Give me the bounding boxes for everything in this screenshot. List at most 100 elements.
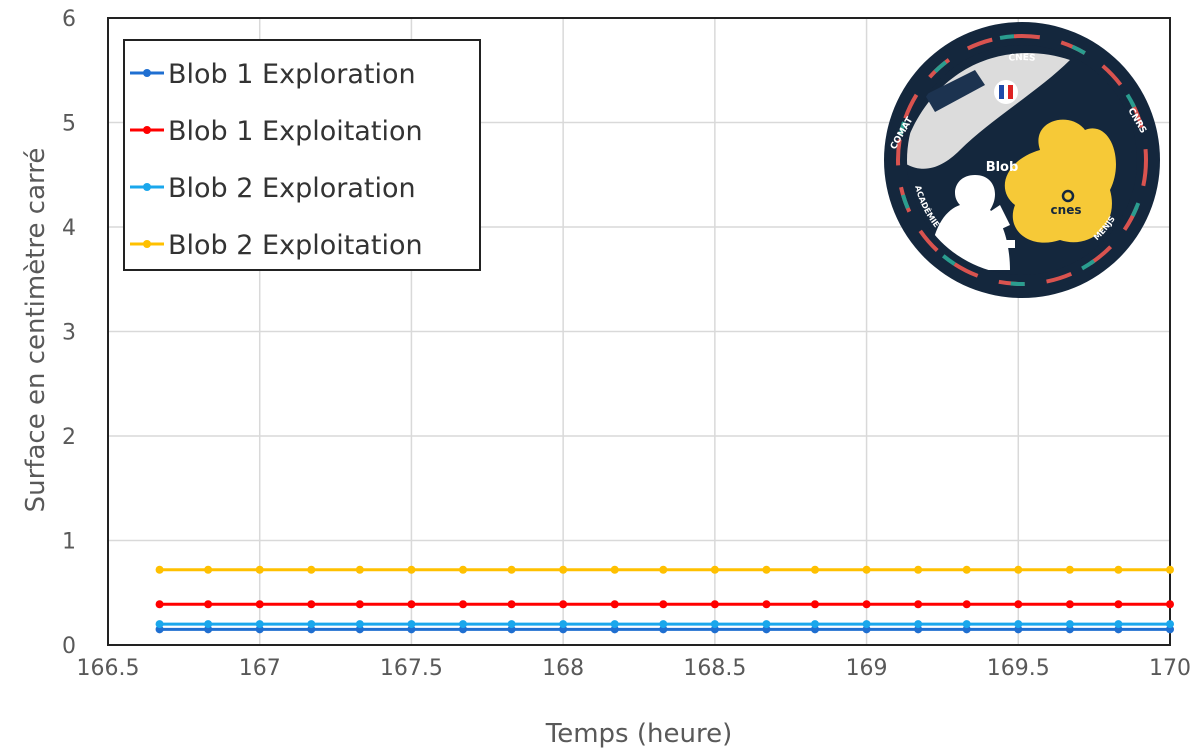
data-point [255, 600, 264, 609]
x-tick-label: 169.5 [987, 656, 1050, 681]
data-point [659, 565, 668, 574]
data-point [610, 565, 619, 574]
legend-box [123, 39, 481, 271]
data-point [610, 620, 619, 629]
legend-swatch-marker [143, 69, 151, 77]
data-point [204, 600, 213, 609]
legend-item: Blob 2 Exploration [130, 173, 416, 204]
patch-space-station [925, 70, 985, 112]
data-point [1014, 620, 1023, 629]
series-blob-2-exploitation [155, 565, 1174, 574]
x-tick-label: 167 [239, 656, 281, 681]
y-tick-label: 1 [62, 530, 76, 555]
patch-flag-blue [999, 85, 1004, 99]
data-point [1166, 620, 1174, 629]
patch-top-text: CNES [1008, 53, 1036, 64]
data-point [862, 620, 871, 629]
patch-logo-text: cnes [1051, 203, 1082, 217]
data-point [507, 565, 516, 574]
patch-blob-shape [1004, 119, 1116, 243]
y-tick-label: 4 [62, 216, 76, 241]
data-point [559, 620, 568, 629]
data-point [307, 600, 316, 609]
patch-sky-band [907, 53, 1070, 169]
data-point [407, 600, 416, 609]
data-point [307, 620, 316, 629]
data-point [762, 565, 771, 574]
data-point [355, 600, 364, 609]
data-point [204, 565, 213, 574]
legend-label: Blob 1 Exploration [168, 59, 416, 90]
x-axis-title: Temps (heure) [545, 719, 732, 749]
data-point [1114, 600, 1123, 609]
data-point [710, 565, 719, 574]
patch-microscope [980, 205, 1015, 248]
data-point [459, 600, 468, 609]
data-point [1014, 600, 1023, 609]
data-point [710, 600, 719, 609]
x-tick-label: 166.5 [77, 656, 140, 681]
legend-swatch-marker [143, 240, 151, 248]
y-tick-label: 0 [62, 634, 76, 659]
data-point [962, 620, 971, 629]
data-point [255, 565, 264, 574]
patch-flag-red [1008, 85, 1013, 99]
x-axis-ticks: 166.5 167 167.5 168 168.5 169 169.5 170 [77, 656, 1191, 681]
data-point [459, 620, 468, 629]
patch-ring-accents-2 [896, 34, 1148, 286]
data-point [155, 565, 164, 574]
series-blob-1-exploitation [155, 600, 1174, 609]
legend-label: Blob 2 Exploitation [168, 230, 423, 261]
y-tick-label: 3 [62, 321, 76, 346]
data-point [610, 600, 619, 609]
y-tick-label: 6 [62, 7, 76, 32]
x-tick-label: 167.5 [380, 656, 443, 681]
x-tick-label: 169 [846, 656, 888, 681]
data-point [762, 600, 771, 609]
data-point [559, 565, 568, 574]
x-tick-label: 170 [1149, 656, 1191, 681]
plot-area-frame [107, 17, 1171, 646]
data-point [355, 620, 364, 629]
data-point [762, 620, 771, 629]
data-point [1114, 620, 1123, 629]
data-point [507, 620, 516, 629]
mission-patch: CNES COMAT CNRS ACADÉMIE DE TOULOUSE MEN… [884, 22, 1160, 298]
legend-label: Blob 2 Exploration [168, 173, 416, 204]
data-point [810, 620, 819, 629]
data-point [307, 565, 316, 574]
data-point [1166, 600, 1174, 609]
patch-flag-badge [994, 80, 1018, 104]
data-point [1114, 565, 1123, 574]
data-point [204, 620, 213, 629]
legend-item: Blob 1 Exploitation [130, 116, 423, 147]
data-point [862, 600, 871, 609]
data-point [1065, 600, 1074, 609]
data-point [962, 565, 971, 574]
data-point [1065, 565, 1074, 574]
data-point [810, 600, 819, 609]
data-point [1014, 565, 1023, 574]
patch-center-text: Blob [986, 160, 1019, 175]
data-point [407, 620, 416, 629]
x-tick-label: 168.5 [683, 656, 746, 681]
patch-cnes-logo-mark [1061, 189, 1075, 203]
data-point [914, 620, 923, 629]
y-axis-ticks: 0 1 2 3 4 5 6 [62, 7, 76, 659]
data-point [659, 620, 668, 629]
series-blob-2-exploration [155, 620, 1174, 629]
data-point [255, 620, 264, 629]
legend-swatch-marker [143, 183, 151, 191]
data-point [710, 620, 719, 629]
data-point [407, 565, 416, 574]
legend-item: Blob 2 Exploitation [130, 230, 423, 261]
y-tick-label: 2 [62, 425, 76, 450]
y-tick-label: 5 [62, 112, 76, 137]
legend: Blob 1 Exploration Blob 1 Exploitation Blo… [123, 39, 481, 271]
legend-swatch-marker [143, 126, 151, 134]
data-point [155, 620, 164, 629]
data-point [862, 565, 871, 574]
data-point [355, 565, 364, 574]
y-axis-title: Surface en centimètre carré [21, 148, 51, 513]
